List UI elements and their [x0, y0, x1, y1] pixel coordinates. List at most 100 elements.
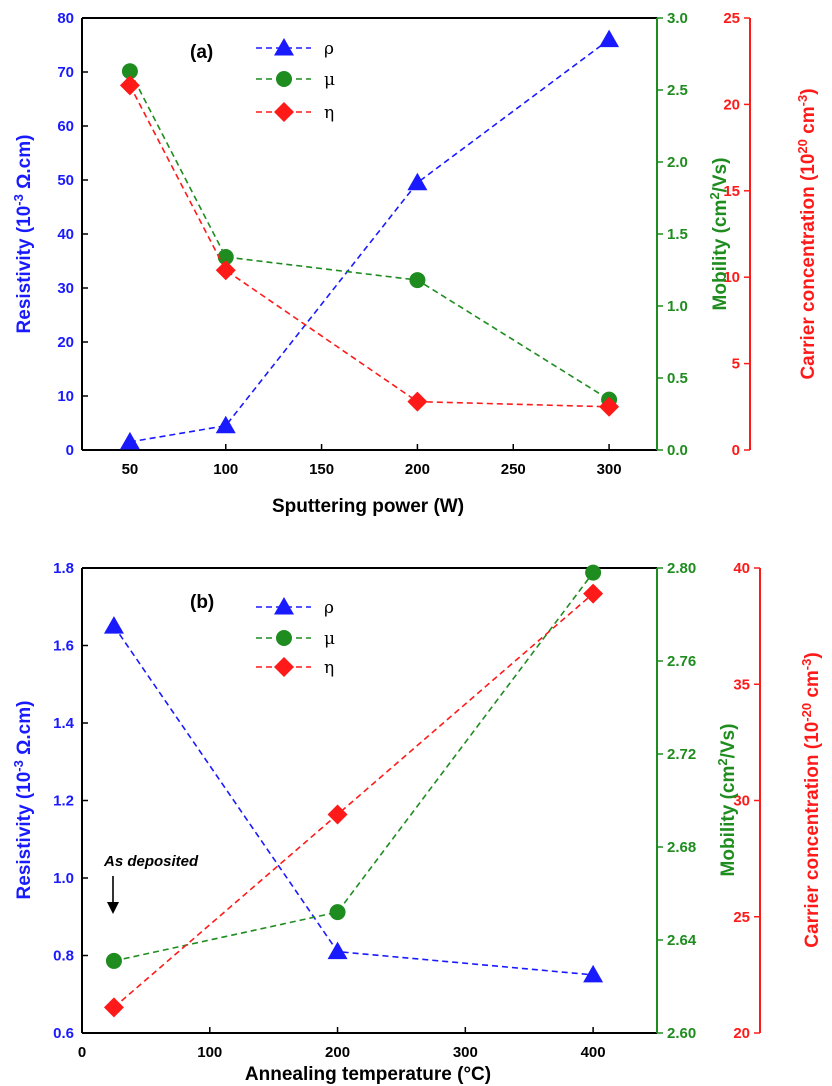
panel-label: (a) — [190, 42, 213, 63]
data-point-diamond — [327, 804, 348, 825]
data-point-diamond — [407, 391, 428, 412]
carrier-tick-label: 40 — [733, 560, 750, 577]
axis-label-superscript: -20 — [799, 703, 814, 722]
data-point-circle — [329, 904, 346, 921]
data-point-diamond — [103, 997, 124, 1018]
axis-label-superscript: 2 — [715, 758, 730, 765]
data-point-triangle — [103, 616, 124, 634]
carrier-axis-label: Carrier concentration (10-20 cm-3) — [799, 652, 823, 947]
axis-label-text: cm — [798, 106, 819, 139]
axis-label-text: Ω.cm) — [14, 701, 35, 761]
axis-label-text: Carrier concentration (10 — [798, 154, 819, 380]
legend-marker-diamond — [274, 657, 294, 677]
axis-label-text: /Vs) — [718, 724, 739, 759]
axis-label-superscript: -3 — [11, 760, 26, 772]
data-point-triangle — [407, 172, 428, 191]
resistivity-tick-label: 1.8 — [53, 560, 74, 577]
data-point-diamond — [599, 396, 620, 417]
resistivity-tick-label: 1.0 — [53, 870, 74, 887]
carrier-tick-label: 0 — [732, 442, 740, 459]
axis-label-text: Mobility (cm — [710, 200, 731, 311]
axis-label-text: ) — [802, 652, 823, 658]
series-line-triangle — [113, 625, 594, 976]
panel-label: (b) — [190, 592, 214, 613]
axis-label-text: /Vs) — [710, 158, 731, 193]
data-point-triangle — [327, 941, 348, 960]
axis-label-superscript: -3 — [799, 659, 814, 671]
legend-marker-circle — [276, 71, 292, 87]
axis-label-text: ) — [798, 88, 819, 94]
mobility-tick-label: 0.0 — [667, 442, 688, 459]
data-point-circle — [121, 63, 138, 80]
data-point-circle — [585, 564, 602, 581]
mobility-axis-label: Mobility (cm2/Vs) — [715, 724, 739, 877]
chart-panel-b: 0 100 200 300 400 Annealing temperature (°C) 0… — [11, 560, 823, 1085]
data-point-triangle — [215, 415, 236, 434]
legend-entry: μ — [324, 70, 335, 90]
resistivity-tick-label: 30 — [57, 280, 74, 297]
data-point-diamond — [119, 75, 140, 96]
legend-marker-diamond — [274, 102, 294, 122]
x-tick-label: 150 — [309, 461, 334, 478]
mobility-tick-label: 2.5 — [667, 82, 688, 99]
annotation-text: As deposited — [103, 853, 199, 870]
data-point-triangle — [599, 29, 620, 48]
mobility-tick-label: 2.80 — [667, 560, 696, 577]
resistivity-tick-label: 60 — [57, 118, 74, 135]
mobility-tick-label: 1.5 — [667, 226, 688, 243]
mobility-tick-label: 3.0 — [667, 10, 688, 27]
axis-label-text: Carrier concentration (10 — [802, 722, 823, 948]
axis-label-text: Ω.cm) — [14, 135, 35, 195]
resistivity-tick-label: 10 — [57, 388, 74, 405]
resistivity-axis-label: Resistivity (10-3 Ω.cm) — [11, 701, 35, 900]
axis-label-text: cm — [802, 670, 823, 703]
data-point-circle — [105, 952, 122, 969]
mobility-tick-label: 2.0 — [667, 154, 688, 171]
resistivity-axis-label: Resistivity (10-3 Ω.cm) — [11, 135, 35, 334]
series-line-triangle — [129, 38, 610, 443]
legend-entry: ρ — [324, 598, 334, 618]
legend-entry: η — [324, 103, 334, 123]
resistivity-tick-label: 40 — [57, 226, 74, 243]
mobility-tick-label: 2.68 — [667, 839, 696, 856]
series-line-circle — [113, 572, 594, 962]
x-axis-label: Sputtering power (W) — [272, 496, 464, 517]
data-point-diamond — [583, 583, 604, 604]
x-tick-label: 100 — [213, 461, 238, 478]
x-tick-label: 250 — [501, 461, 526, 478]
carrier-tick-label: 15 — [723, 183, 740, 200]
resistivity-tick-label: 70 — [57, 64, 74, 81]
mobility-tick-label: 1.0 — [667, 298, 688, 315]
x-tick-label: 200 — [405, 461, 430, 478]
carrier-tick-label: 30 — [733, 793, 750, 810]
x-tick-label: 300 — [597, 461, 622, 478]
legend-marker-triangle — [274, 38, 294, 56]
axis-label-superscript: 2 — [707, 192, 722, 199]
axis-label-superscript: 20 — [795, 139, 810, 153]
carrier-tick-label: 25 — [723, 10, 740, 27]
carrier-tick-label: 5 — [732, 356, 740, 373]
resistivity-tick-label: 0 — [66, 442, 74, 459]
series-line-diamond — [113, 592, 594, 1009]
carrier-tick-label: 10 — [723, 269, 740, 286]
data-point-diamond — [215, 260, 236, 281]
mobility-tick-label: 2.60 — [667, 1025, 696, 1042]
carrier-tick-label: 25 — [733, 909, 750, 926]
carrier-tick-label: 35 — [733, 676, 750, 693]
resistivity-tick-label: 0.8 — [53, 948, 74, 965]
axis-label-text: Resistivity (10 — [14, 206, 35, 334]
x-tick-label: 0 — [78, 1044, 86, 1061]
mobility-tick-label: 0.5 — [667, 370, 688, 387]
mobility-tick-label: 2.64 — [667, 932, 697, 949]
resistivity-tick-label: 80 — [57, 10, 74, 27]
axis-label-superscript: -3 — [795, 95, 810, 107]
axis-label-superscript: -3 — [11, 194, 26, 206]
annotation-arrow-head — [107, 902, 119, 914]
resistivity-tick-label: 1.6 — [53, 638, 74, 655]
legend-entry: η — [324, 658, 334, 678]
data-point-circle — [409, 272, 426, 289]
legend-marker-triangle — [274, 597, 294, 615]
x-tick-label: 400 — [581, 1044, 606, 1061]
